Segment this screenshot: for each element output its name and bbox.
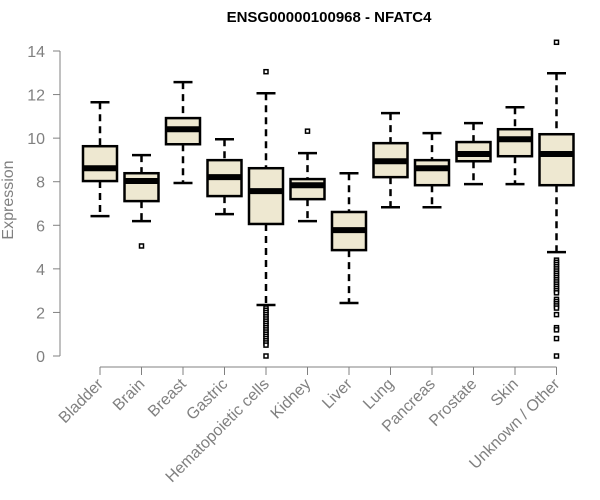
iqr-box <box>123 171 160 203</box>
box-pancreas <box>413 131 451 209</box>
y-axis: 0 2 4 6 8 10 12 14 <box>27 44 61 366</box>
y-tick-label: 6 <box>36 218 45 235</box>
iqr-box <box>289 177 326 201</box>
box-unknown-other <box>538 39 575 359</box>
box-gastric <box>206 137 243 216</box>
iqr-box <box>538 132 575 187</box>
outlier-point <box>553 290 560 296</box>
x-tick-label: Brain <box>110 376 148 414</box>
iqr-box <box>496 127 534 158</box>
y-tick-label: 14 <box>27 44 45 61</box>
y-tick-label: 10 <box>27 131 45 148</box>
box-kidney <box>289 128 326 223</box>
outlier-point <box>553 327 560 333</box>
box-bladder <box>81 100 119 218</box>
outlier-point <box>263 68 269 75</box>
box-skin <box>496 105 534 186</box>
x-tick-label: Bladder <box>56 375 107 426</box>
y-tick-label: 0 <box>36 349 45 366</box>
y-tick-label: 12 <box>27 88 45 105</box>
boxes-group <box>81 39 575 359</box>
x-tick-label: Skin <box>488 376 522 410</box>
box-lung <box>372 111 409 209</box>
outlier-point <box>263 353 269 359</box>
outlier-point <box>263 342 269 348</box>
outlier-point <box>553 305 560 311</box>
box-hematopoietic-cells <box>247 68 285 359</box>
box-liver <box>330 171 368 305</box>
outlier-point <box>553 353 560 359</box>
outlier-point <box>553 39 560 46</box>
iqr-box <box>247 166 285 226</box>
box-prostate <box>455 121 492 186</box>
x-tick-label: Breast <box>145 375 190 420</box>
y-tick-label: 8 <box>36 175 45 192</box>
iqr-box <box>81 144 119 183</box>
outlier-point <box>553 311 560 318</box>
x-tick-label: Lung <box>360 376 397 413</box>
box-breast <box>164 80 202 185</box>
y-tick-label: 2 <box>36 305 45 322</box>
chart-title: ENSG00000100968 - NFATC4 <box>227 9 432 26</box>
y-tick-label: 4 <box>36 262 45 279</box>
outlier-point <box>138 243 145 249</box>
y-axis-title: Expression <box>0 160 17 239</box>
x-tick-label: Liver <box>319 375 356 412</box>
box-brain <box>123 153 160 249</box>
x-tick-label: Kidney <box>268 376 315 423</box>
outlier-point <box>553 335 560 342</box>
outlier-point <box>304 128 311 134</box>
iqr-box <box>413 158 451 187</box>
